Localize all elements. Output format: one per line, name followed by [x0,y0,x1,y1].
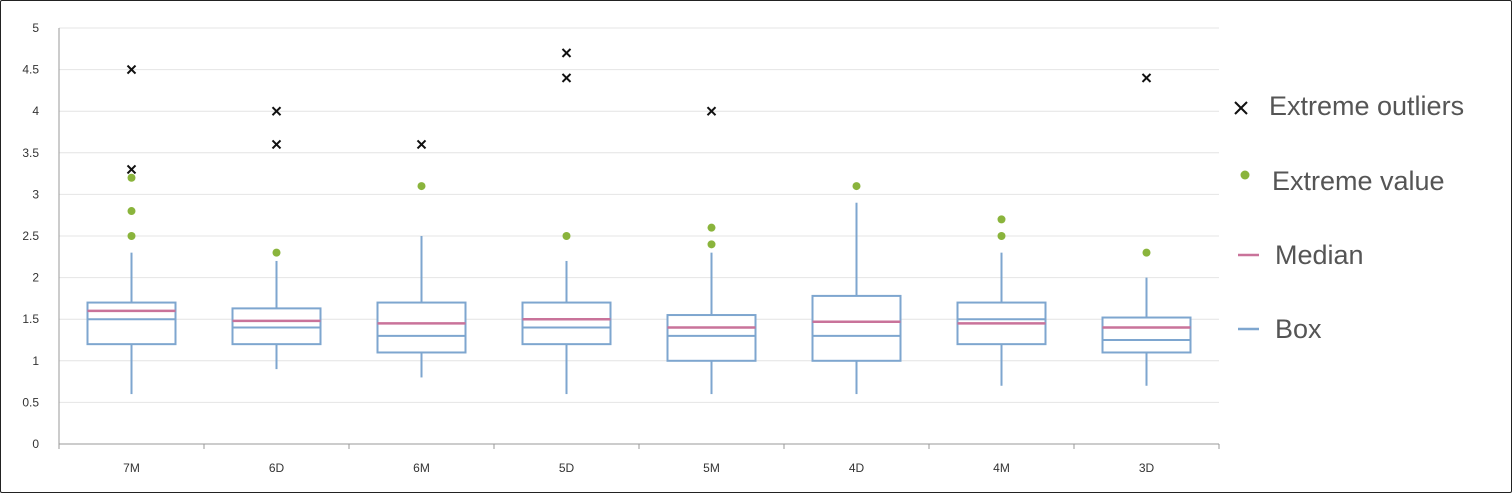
extreme-value-3D-0 [1142,248,1151,257]
box-group-6D [231,106,322,370]
legend-outlier-icon [1234,101,1248,115]
box-group-4D [811,182,902,395]
x-tick-label-6D: 6D [269,461,285,475]
box-4D [811,294,902,362]
y-tick-label-0: 0 [32,437,39,451]
outlier-7M-0-stroke-b [126,164,137,175]
x-tick-label-5M: 5M [703,461,720,475]
legend-label-1: Extreme value [1272,166,1445,196]
box-5M [666,314,757,362]
y-tick-label-9: 4.5 [22,63,39,77]
box-layer [86,48,1192,395]
x-tick-label-6M: 6M [413,461,430,475]
outlier-6D-0 [271,139,282,150]
y-tick-label-7: 3.5 [22,146,39,160]
box-7M [86,301,177,346]
outlier-6D-0-stroke-b [271,139,282,150]
grid-layer [59,27,1219,403]
outlier-3D-0 [1141,73,1152,83]
legend-extreme-value-icon [1240,170,1250,180]
extreme-value-6M-0 [417,182,426,191]
x-tick-label-7M: 7M [123,461,140,475]
box-group-7M [86,64,177,395]
x-tick-label-4D: 4D [849,461,865,475]
legend-item-3: Box [1238,314,1322,344]
y-tick-label-6: 3 [32,187,39,201]
box-group-3D [1101,73,1192,386]
box-3D [1101,316,1192,354]
legend-label-2: Median [1275,240,1364,270]
y-tick-label-1: 0.5 [22,395,39,409]
extreme-value-4M-1 [997,215,1006,224]
box-group-4M [956,215,1047,386]
outlier-3D-0-stroke-b [1141,73,1152,83]
outlier-6M-0-stroke-b [416,139,427,150]
legend-item-0: Extreme outliers [1234,91,1464,121]
extreme-value-5D-0 [562,232,571,240]
outlier-7M-0 [126,164,137,175]
extreme-value-4D-0 [852,182,861,191]
y-tick-label-8: 4 [32,104,39,118]
outlier-5D-1-stroke-b [561,48,572,58]
legend-item-2: Median [1238,240,1364,270]
box-6D [231,307,322,346]
outlier-5D-1 [561,48,572,58]
x-tick-label-3D: 3D [1139,461,1155,475]
outlier-5M-0 [706,106,717,116]
outlier-6D-1 [271,106,282,116]
outlier-5D-0-stroke-b [561,73,572,83]
y-tick-label-4: 2 [32,271,39,285]
y-tick-label-2: 1 [32,354,39,368]
x-tick-label-4M: 4M [993,461,1010,475]
box-group-5D [521,48,612,395]
y-tick-label-5: 2.5 [22,229,39,243]
legend-item-1: Extreme value [1240,166,1445,196]
axis-layer: 0 0.5 1 1.5 2 2.5 3 3.5 4 4.5 5 7M 6D 6M 5D 5M 4D 4M 3D [22,21,1220,475]
extreme-value-5M-0 [707,240,716,249]
box-5D [521,301,612,346]
extreme-value-7M-1 [127,207,136,216]
extreme-value-7M-0 [127,232,136,240]
outlier-5D-0 [561,73,572,83]
legend-label-3: Box [1275,314,1322,344]
y-tick-label-3: 1.5 [22,312,39,326]
outlier-7M-1 [126,64,137,75]
box-group-5M [666,106,757,395]
box-6M [376,301,467,354]
extreme-value-7M-2 [127,173,136,182]
legend-label-0: Extreme outliers [1269,91,1464,121]
extreme-value-5M-1 [707,223,716,232]
legend-outlier-icon-stroke-b [1234,101,1248,115]
extreme-value-4M-0 [997,232,1006,240]
extreme-value-6D-0 [272,248,281,257]
legend: Extreme outliers Extreme value Median Box [1234,91,1464,344]
y-tick-label-10: 5 [32,21,39,35]
box-group-6M [376,139,467,378]
outlier-5M-0-stroke-b [706,106,717,116]
outlier-7M-1-stroke-b [126,64,137,75]
outlier-6M-0 [416,139,427,150]
x-tick-label-5D: 5D [559,461,575,475]
outlier-6D-1-stroke-b [271,106,282,116]
